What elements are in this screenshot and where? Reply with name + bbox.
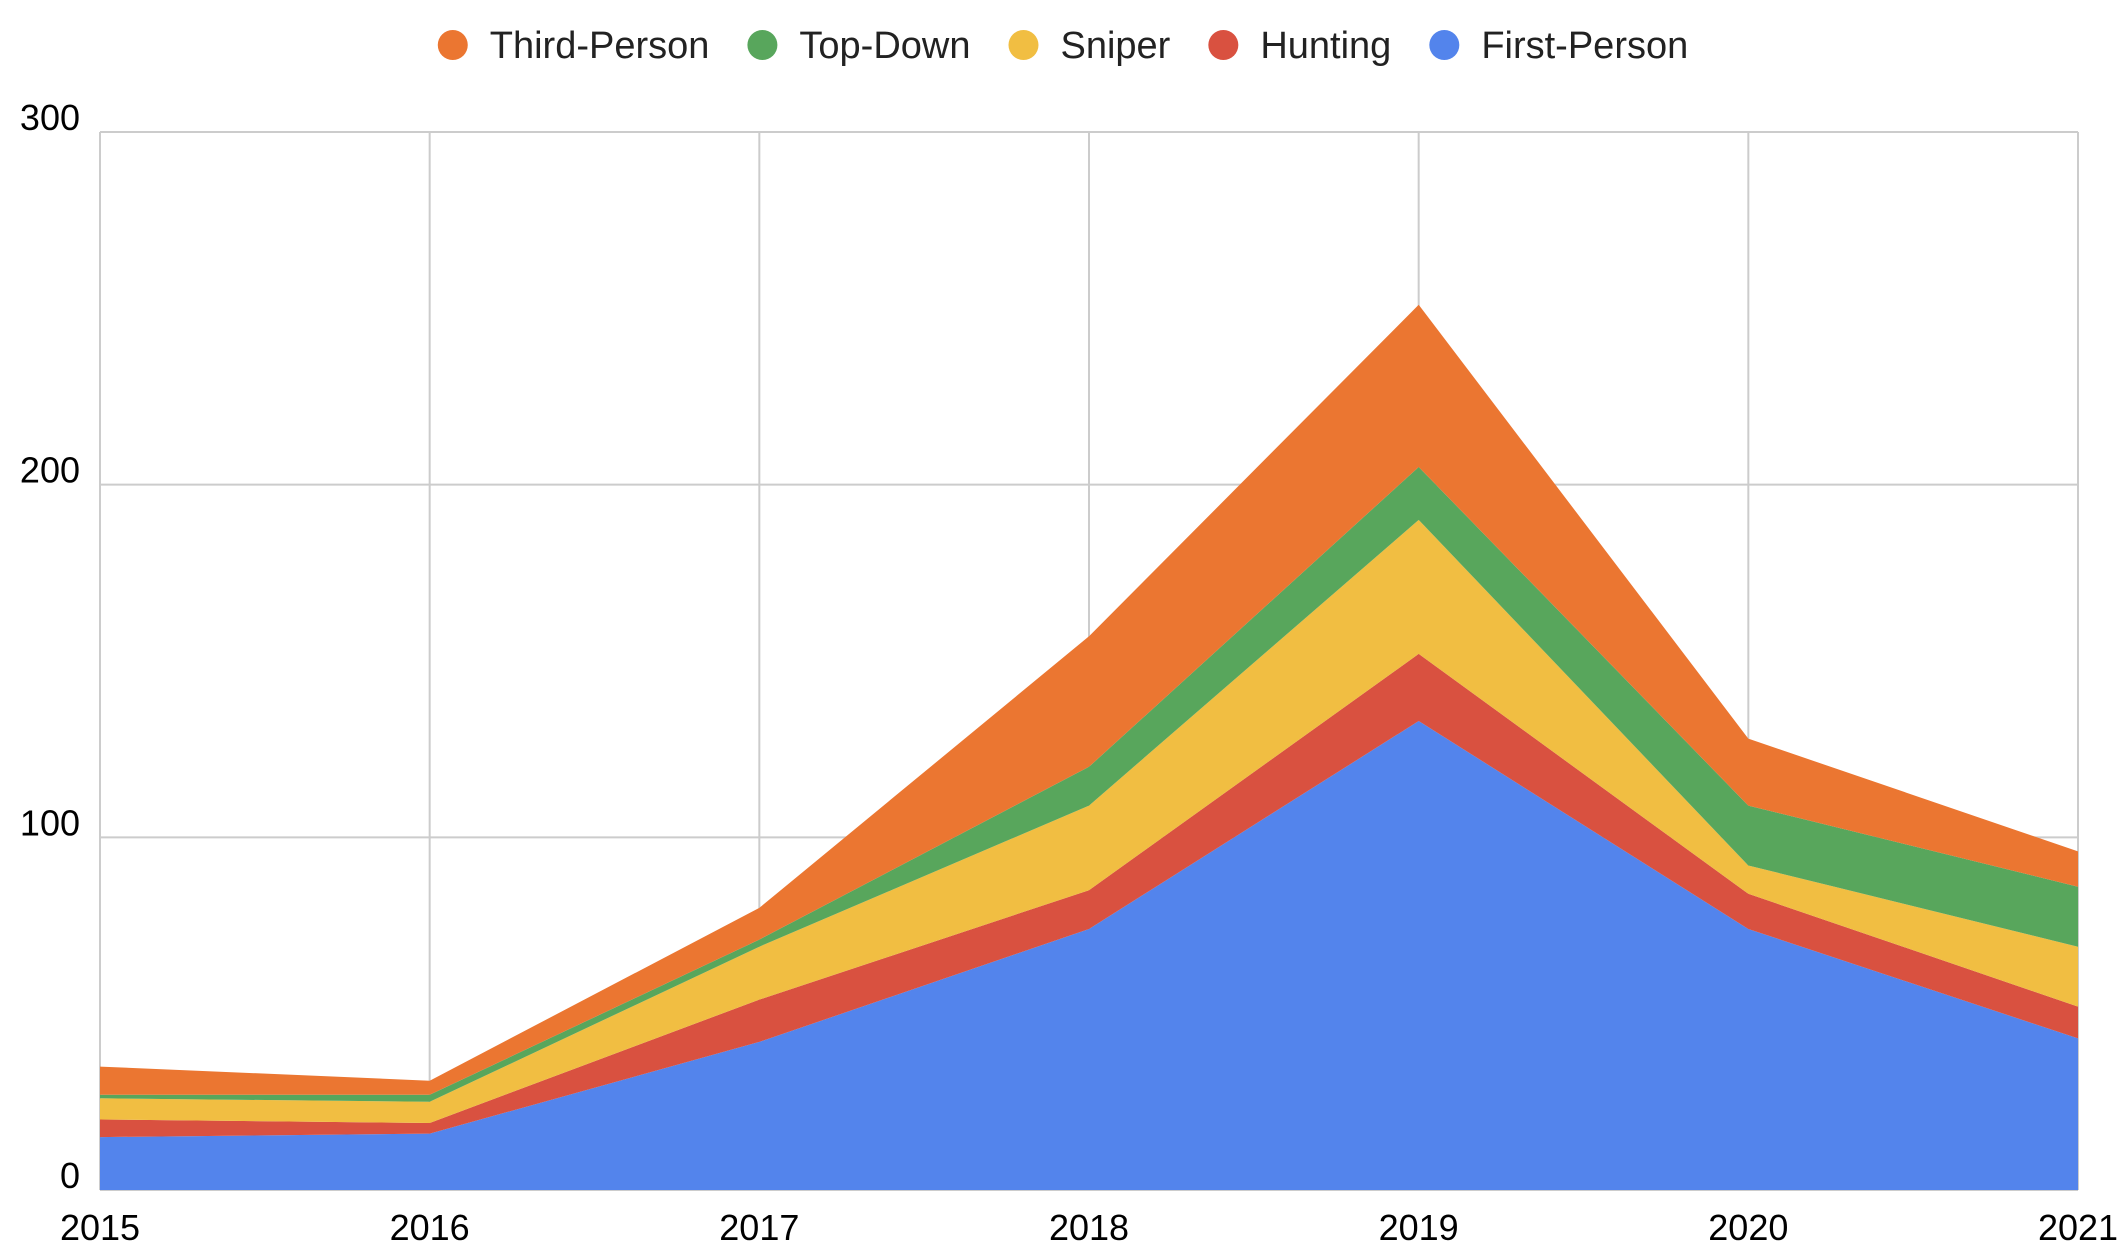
area-top-down — [100, 467, 2078, 1102]
legend: Third-Person Top-Down Sniper Hunting First-P… — [437, 25, 1688, 67]
area-hunting — [100, 653, 2078, 1138]
y-tick-label-200: 200 — [20, 450, 80, 491]
area-third-person — [100, 304, 2078, 1095]
legend-item-first-person: First-Person — [1429, 25, 1688, 67]
legend-marker — [1208, 30, 1239, 60]
x-tick-label-2020: 2020 — [1708, 1207, 1788, 1248]
y-tick-label-100: 100 — [20, 802, 80, 843]
x-tick-label-2016: 2016 — [390, 1207, 470, 1248]
area-series-group — [100, 304, 2078, 1190]
y-tick-label-300: 300 — [20, 97, 80, 138]
legend-marker — [437, 30, 468, 60]
x-tick-label-2017: 2017 — [719, 1207, 799, 1248]
legend-label: Top-Down — [799, 25, 970, 67]
legend-marker — [1429, 30, 1460, 60]
x-tick-label-2019: 2019 — [1379, 1207, 1459, 1248]
legend-marker — [747, 30, 778, 60]
legend-label: First-Person — [1481, 25, 1688, 67]
x-tick-label-2015: 2015 — [60, 1207, 140, 1248]
legend-label: Third-Person — [490, 25, 710, 67]
legend-label: Hunting — [1260, 25, 1391, 67]
axis-labels: 0 100 200 300 2015 2016 2017 2018 2019 2020 2021 — [20, 97, 2118, 1248]
x-tick-label-2021: 2021 — [2038, 1207, 2118, 1248]
legend-item-third-person: Third-Person — [437, 25, 710, 67]
legend-item-hunting: Hunting — [1208, 25, 1391, 67]
legend-label: Sniper — [1060, 25, 1170, 67]
legend-item-top-down: Top-Down — [747, 25, 970, 67]
x-tick-label-2018: 2018 — [1049, 1207, 1129, 1248]
area-sniper — [100, 519, 2078, 1123]
area-first-person — [100, 721, 2078, 1190]
y-tick-label-0: 0 — [60, 1155, 80, 1196]
legend-marker — [1008, 30, 1039, 60]
legend-item-sniper: Sniper — [1008, 25, 1171, 67]
